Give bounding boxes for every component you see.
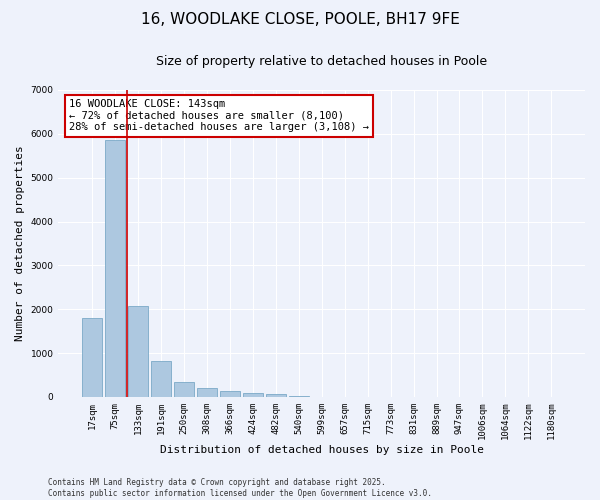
Text: 16, WOODLAKE CLOSE, POOLE, BH17 9FE: 16, WOODLAKE CLOSE, POOLE, BH17 9FE — [140, 12, 460, 28]
Bar — [197, 388, 217, 397]
Title: Size of property relative to detached houses in Poole: Size of property relative to detached ho… — [156, 55, 487, 68]
Bar — [174, 382, 194, 397]
Y-axis label: Number of detached properties: Number of detached properties — [15, 146, 25, 342]
Bar — [106, 140, 125, 397]
Bar — [128, 306, 148, 397]
Bar — [243, 392, 263, 397]
Bar — [82, 318, 102, 397]
Text: 16 WOODLAKE CLOSE: 143sqm
← 72% of detached houses are smaller (8,100)
28% of se: 16 WOODLAKE CLOSE: 143sqm ← 72% of detac… — [69, 99, 369, 132]
Bar — [289, 396, 308, 397]
Bar — [151, 361, 171, 397]
Bar — [220, 392, 239, 397]
X-axis label: Distribution of detached houses by size in Poole: Distribution of detached houses by size … — [160, 445, 484, 455]
Bar — [266, 394, 286, 397]
Text: Contains HM Land Registry data © Crown copyright and database right 2025.
Contai: Contains HM Land Registry data © Crown c… — [48, 478, 432, 498]
